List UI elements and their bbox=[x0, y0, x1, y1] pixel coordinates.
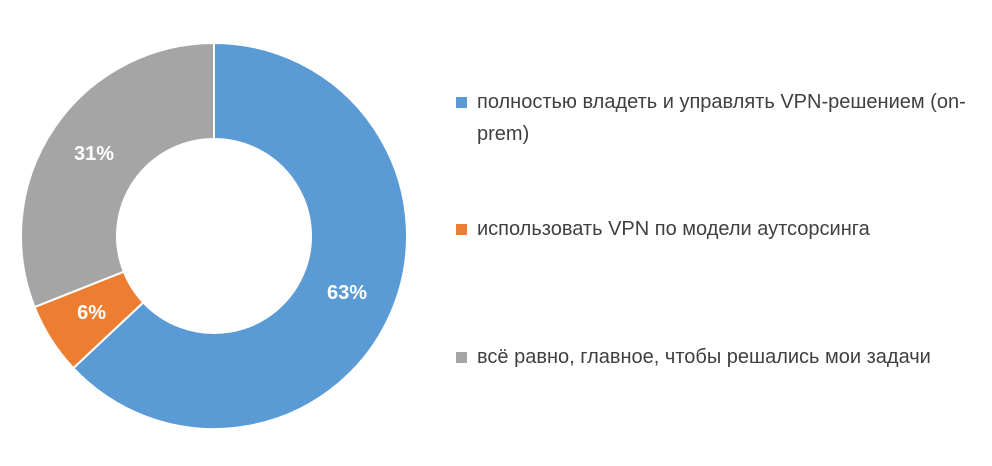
value-label: 63% bbox=[327, 282, 367, 304]
legend-item: использовать VPN по модели аутсорсинга bbox=[456, 213, 976, 245]
legend-item: полностью владеть и управлять VPN-решени… bbox=[456, 86, 976, 150]
legend-swatch bbox=[456, 224, 467, 235]
legend-label: использовать VPN по модели аутсорсинга bbox=[477, 218, 870, 240]
value-label: 6% bbox=[77, 302, 106, 324]
legend-swatch bbox=[456, 97, 467, 108]
value-label: 31% bbox=[74, 143, 114, 165]
legend-swatch bbox=[456, 352, 467, 363]
slice bbox=[20, 41, 215, 309]
chart: 63% 6% 31% bbox=[20, 41, 408, 430]
slice bbox=[71, 41, 408, 430]
legend-label: полностью владеть и управлять VPN-решени… bbox=[477, 91, 966, 145]
legend-label: всё равно, главное, чтобы решались мои з… bbox=[477, 346, 931, 368]
legend-item: всё равно, главное, чтобы решались мои з… bbox=[456, 341, 976, 373]
